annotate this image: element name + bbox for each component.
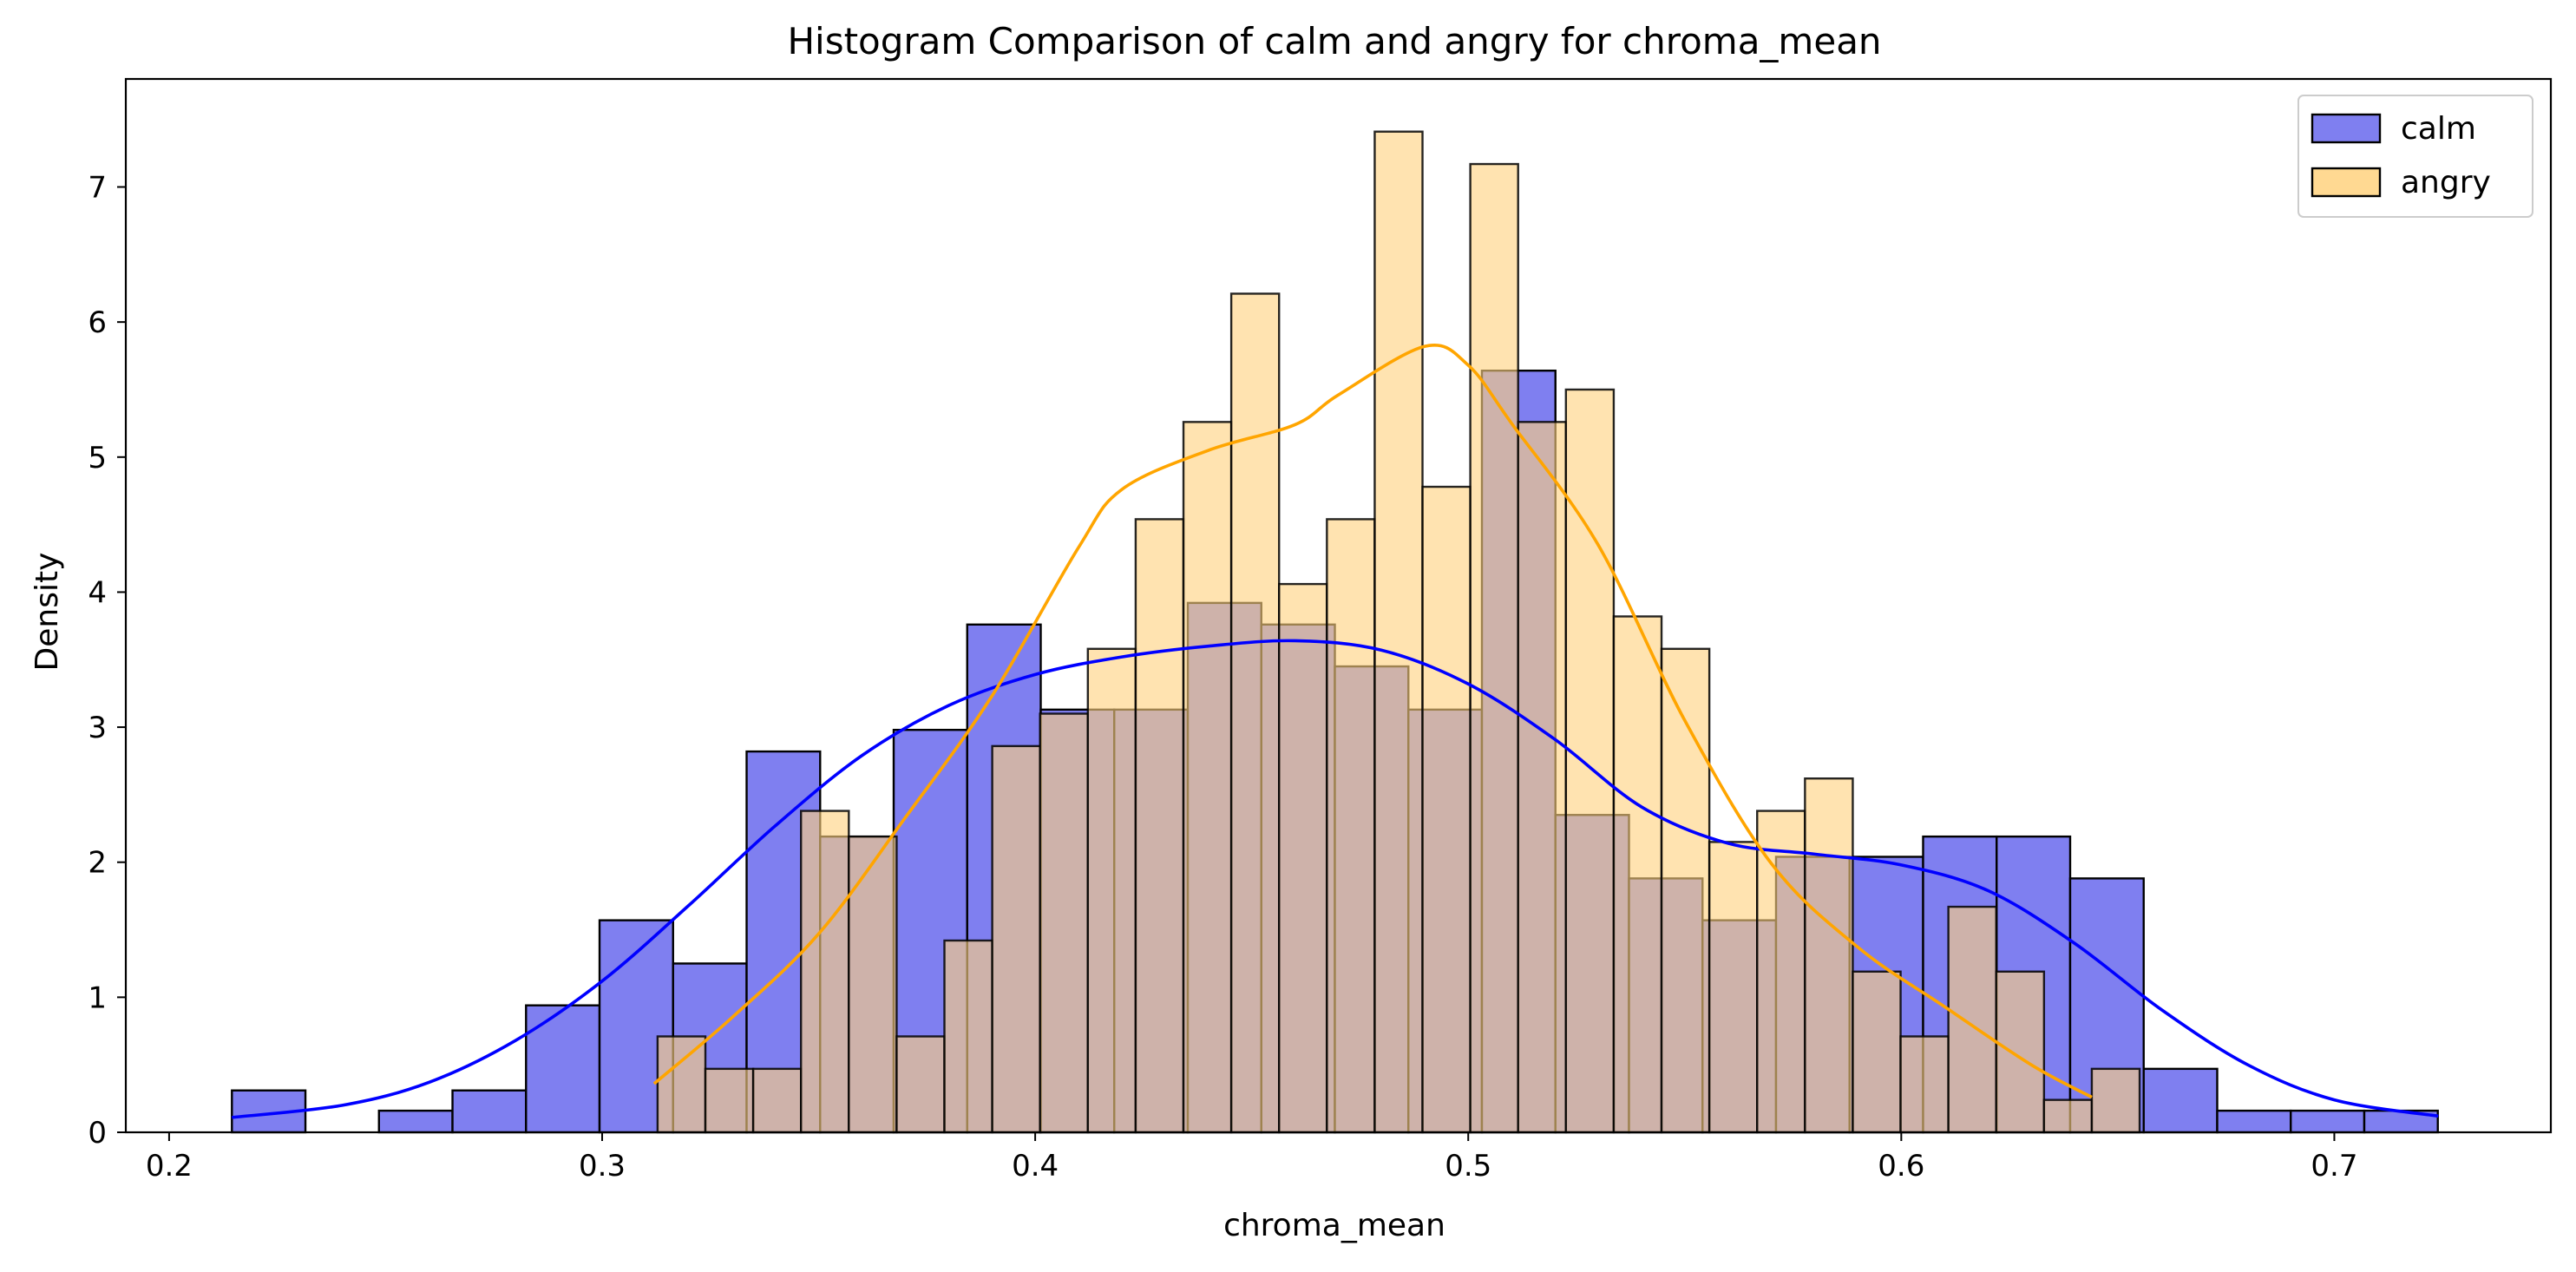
y-axis-label: Density xyxy=(29,553,65,672)
angry-bar-18 xyxy=(1517,421,1568,1134)
y-tick-label: 4 xyxy=(88,575,107,610)
calm-bar-26 xyxy=(2142,1067,2219,1134)
angry-bar-28 xyxy=(1995,970,2046,1134)
x-axis-label: chroma_mean xyxy=(1223,1208,1445,1243)
angry-bar-3 xyxy=(800,810,850,1134)
angry-bar-15 xyxy=(1373,130,1424,1134)
angry-bar-29 xyxy=(2042,1098,2094,1134)
angry-bar-21 xyxy=(1660,647,1711,1134)
kde-layer xyxy=(232,344,2439,1119)
x-tick-label: 0.5 xyxy=(1445,1149,1491,1183)
legend-label-calm: calm xyxy=(2401,111,2476,147)
angry-kde-line xyxy=(652,344,2093,1099)
angry-bar-2 xyxy=(751,1067,803,1134)
angry-bar-22 xyxy=(1708,841,1759,1134)
angry-bar-4 xyxy=(848,835,898,1134)
x-tick-label: 0.2 xyxy=(146,1149,193,1183)
calm-bar-28 xyxy=(2290,1109,2366,1134)
angry-bar-16 xyxy=(1421,485,1472,1134)
legend-swatch-calm xyxy=(2311,113,2382,144)
y-axis: 0 1 2 3 4 5 6 7 xyxy=(88,171,126,1151)
angry-bar-27 xyxy=(1947,905,1997,1134)
angry-bar-30 xyxy=(2090,1067,2141,1134)
x-tick-label: 0.6 xyxy=(1878,1149,1924,1183)
y-tick-label: 1 xyxy=(88,980,107,1015)
angry-bar-20 xyxy=(1612,615,1663,1134)
angry-bar-5 xyxy=(895,1035,946,1134)
legend: calm angry xyxy=(2297,95,2533,218)
legend-label-angry: angry xyxy=(2401,165,2491,200)
angry-bar-14 xyxy=(1326,518,1376,1134)
angry-bar-13 xyxy=(1278,582,1328,1134)
angry-bar-19 xyxy=(1564,388,1616,1134)
angry-bar-25 xyxy=(1852,970,1902,1134)
x-axis: 0.2 0.3 0.4 0.5 0.6 0.7 xyxy=(146,1132,2357,1183)
calm-kde-line xyxy=(232,639,2439,1119)
calm-bar-2 xyxy=(377,1109,454,1134)
calm-bar-4 xyxy=(525,1004,601,1134)
y-tick-label: 6 xyxy=(88,305,107,340)
x-tick-label: 0.7 xyxy=(2311,1149,2357,1183)
bars-layer xyxy=(231,130,2439,1134)
chart-title: Histogram Comparison of calm and angry f… xyxy=(787,20,1881,62)
angry-bar-7 xyxy=(991,744,1041,1134)
calm-bar-3 xyxy=(451,1089,528,1134)
angry-bar-1 xyxy=(704,1067,755,1134)
angry-bar-12 xyxy=(1229,292,1281,1134)
y-tick-label: 5 xyxy=(88,441,107,475)
legend-swatch-angry xyxy=(2311,167,2382,198)
y-tick-label: 0 xyxy=(88,1116,107,1151)
angry-bar-10 xyxy=(1134,518,1185,1134)
angry-bar-6 xyxy=(943,939,993,1134)
x-tick-label: 0.4 xyxy=(1012,1149,1059,1183)
angry-bar-24 xyxy=(1804,777,1854,1134)
angry-bar-26 xyxy=(1899,1035,1950,1134)
plot-frame xyxy=(124,77,2553,1134)
angry-bar-11 xyxy=(1182,421,1233,1134)
angry-bar-8 xyxy=(1039,712,1090,1134)
y-tick-label: 2 xyxy=(88,846,107,881)
y-tick-label: 7 xyxy=(88,171,107,206)
angry-bar-23 xyxy=(1756,810,1806,1134)
angry-bar-17 xyxy=(1469,162,1519,1134)
y-tick-label: 3 xyxy=(88,711,107,745)
calm-bar-27 xyxy=(2216,1109,2292,1134)
angry-bar-9 xyxy=(1086,647,1137,1134)
angry-bar-0 xyxy=(656,1035,707,1134)
x-tick-label: 0.3 xyxy=(579,1149,626,1183)
